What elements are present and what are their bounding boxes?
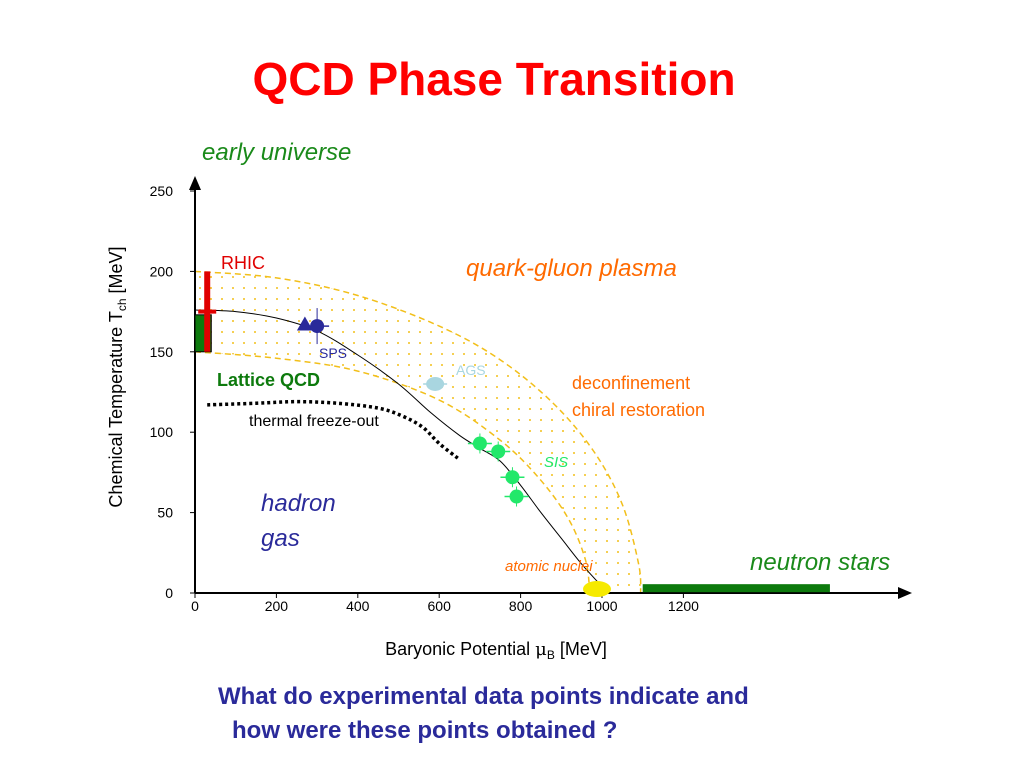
sis-point bbox=[509, 489, 524, 504]
early-universe-label: early universe bbox=[202, 139, 351, 166]
y-axis-label-sub: ch bbox=[115, 298, 129, 311]
y-axis-arrow bbox=[189, 176, 201, 190]
y-axis-label: Chemical Temperature Tch [MeV] bbox=[106, 246, 129, 507]
x-ticks: 0 200 400 600 800 1000 1200 bbox=[191, 593, 699, 614]
lattice-qcd-curve bbox=[207, 399, 461, 461]
x-tick-label: 600 bbox=[428, 598, 452, 614]
ags-points bbox=[423, 376, 448, 391]
deconfinement-label: deconfinement bbox=[572, 373, 690, 393]
y-tick-label: 100 bbox=[150, 424, 174, 440]
x-tick-label: 1000 bbox=[586, 598, 617, 614]
x-axis-label-unit: [MeV] bbox=[555, 639, 607, 659]
y-ticks: 0 50 100 150 200 250 bbox=[150, 183, 195, 601]
x-tick-label: 0 bbox=[191, 598, 199, 614]
sis-point bbox=[472, 436, 487, 451]
x-tick-label: 200 bbox=[265, 598, 289, 614]
sps-point bbox=[310, 319, 325, 334]
qgp-label: quark-gluon plasma bbox=[466, 255, 677, 282]
sps-point bbox=[296, 316, 313, 331]
sis-point bbox=[505, 470, 520, 485]
chiral-restoration-label: chiral restoration bbox=[572, 400, 705, 420]
atomic-nuclei-marker bbox=[583, 581, 611, 597]
ags-label: AGS bbox=[456, 362, 486, 378]
sis-points bbox=[467, 433, 529, 507]
question-line-2: how were these points obtained ? bbox=[232, 717, 618, 744]
x-tick-label: 1200 bbox=[668, 598, 699, 614]
x-axis-label-main: Baryonic Potential bbox=[385, 639, 535, 659]
y-tick-label: 0 bbox=[165, 585, 173, 601]
atomic-nuclei-label: atomic nuclei bbox=[505, 558, 593, 575]
x-tick-label: 400 bbox=[346, 598, 370, 614]
neutron-stars-label: neutron stars bbox=[750, 549, 890, 576]
x-axis-label: Baryonic Potential μB [MeV] bbox=[385, 639, 607, 662]
hadron-label: hadron bbox=[261, 490, 336, 517]
crossover-band-outer-edge bbox=[194, 270, 642, 594]
crossover-band bbox=[195, 271, 641, 593]
y-axis-label-unit: [MeV] bbox=[106, 246, 126, 298]
x-axis-arrow bbox=[898, 587, 912, 599]
y-tick-label: 200 bbox=[150, 263, 174, 279]
lattice-qcd-label: Lattice QCD bbox=[217, 370, 320, 390]
y-tick-label: 250 bbox=[150, 183, 174, 199]
rhic-label: RHIC bbox=[221, 253, 265, 273]
sis-label: SIS bbox=[544, 454, 568, 471]
ags-point bbox=[426, 376, 445, 391]
sis-point bbox=[491, 444, 506, 459]
y-tick-label: 150 bbox=[150, 344, 174, 360]
crossover-band-inner-edge bbox=[194, 351, 591, 594]
sps-label: SPS bbox=[319, 345, 347, 361]
gas-label: gas bbox=[261, 525, 300, 552]
question-line-1: What do experimental data points indicat… bbox=[218, 683, 749, 710]
freezeout-curve bbox=[194, 309, 603, 587]
thermal-freezeout-label: thermal freeze-out bbox=[249, 413, 379, 430]
y-axis-label-main: Chemical Temperature T bbox=[106, 311, 126, 507]
neutron-stars-bar bbox=[642, 584, 830, 593]
sps-points bbox=[296, 308, 330, 345]
x-tick-label: 800 bbox=[509, 598, 533, 614]
rhic-point bbox=[198, 271, 217, 352]
x-axis-label-sub: B bbox=[547, 648, 555, 662]
x-axis-label-symbol: μ bbox=[535, 639, 547, 660]
y-tick-label: 50 bbox=[157, 505, 173, 521]
slide-title: QCD Phase Transition bbox=[252, 53, 735, 105]
